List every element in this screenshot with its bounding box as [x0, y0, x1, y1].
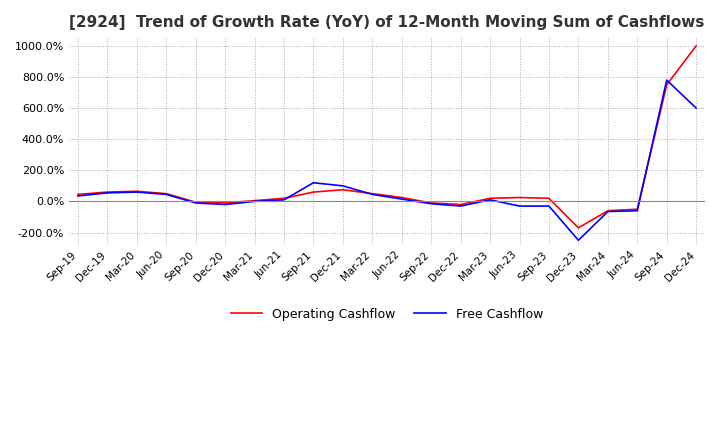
- Operating Cashflow: [368, 191, 377, 196]
- Operating Cashflow: [544, 196, 553, 201]
- Operating Cashflow: [662, 82, 671, 88]
- Operating Cashflow: [692, 43, 701, 48]
- Operating Cashflow: [456, 202, 465, 207]
- Operating Cashflow: [486, 196, 495, 201]
- Operating Cashflow: [397, 195, 406, 200]
- Operating Cashflow: [221, 200, 230, 205]
- Free Cashflow: [162, 192, 171, 197]
- Free Cashflow: [73, 193, 82, 198]
- Operating Cashflow: [73, 192, 82, 197]
- Operating Cashflow: [103, 190, 112, 195]
- Line: Operating Cashflow: Operating Cashflow: [78, 46, 696, 228]
- Operating Cashflow: [633, 206, 642, 212]
- Legend: Operating Cashflow, Free Cashflow: Operating Cashflow, Free Cashflow: [226, 303, 548, 326]
- Operating Cashflow: [338, 187, 347, 192]
- Operating Cashflow: [132, 189, 141, 194]
- Free Cashflow: [633, 208, 642, 213]
- Free Cashflow: [516, 203, 524, 209]
- Operating Cashflow: [162, 191, 171, 196]
- Free Cashflow: [427, 201, 436, 206]
- Free Cashflow: [368, 192, 377, 197]
- Free Cashflow: [192, 200, 200, 205]
- Operating Cashflow: [251, 198, 259, 203]
- Free Cashflow: [397, 196, 406, 202]
- Operating Cashflow: [603, 208, 612, 213]
- Free Cashflow: [603, 209, 612, 214]
- Operating Cashflow: [309, 190, 318, 195]
- Free Cashflow: [486, 197, 495, 202]
- Free Cashflow: [221, 202, 230, 207]
- Free Cashflow: [456, 203, 465, 209]
- Free Cashflow: [132, 190, 141, 195]
- Free Cashflow: [103, 190, 112, 195]
- Free Cashflow: [279, 197, 288, 202]
- Free Cashflow: [251, 199, 259, 204]
- Free Cashflow: [574, 238, 582, 243]
- Free Cashflow: [544, 203, 553, 209]
- Line: Free Cashflow: Free Cashflow: [78, 80, 696, 240]
- Free Cashflow: [662, 77, 671, 83]
- Free Cashflow: [692, 106, 701, 111]
- Title: [2924]  Trend of Growth Rate (YoY) of 12-Month Moving Sum of Cashflows: [2924] Trend of Growth Rate (YoY) of 12-…: [69, 15, 705, 30]
- Free Cashflow: [338, 183, 347, 188]
- Operating Cashflow: [279, 196, 288, 201]
- Operating Cashflow: [192, 200, 200, 205]
- Operating Cashflow: [574, 225, 582, 231]
- Operating Cashflow: [427, 200, 436, 205]
- Operating Cashflow: [516, 195, 524, 200]
- Free Cashflow: [309, 180, 318, 185]
